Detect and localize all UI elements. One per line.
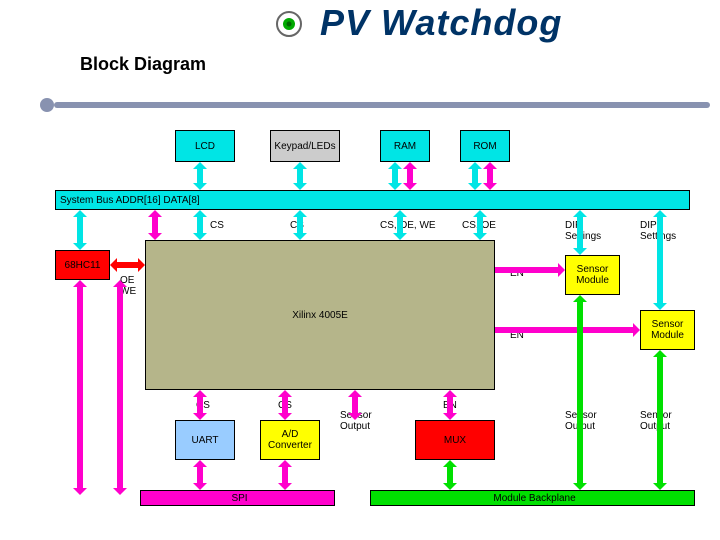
hr-bullet xyxy=(40,98,54,112)
arrow-15 xyxy=(495,263,565,277)
label-cs1: CS xyxy=(210,220,224,231)
arrow-17 xyxy=(73,280,87,495)
block-lcd: LCD xyxy=(175,130,235,162)
arrow-8 xyxy=(193,210,207,240)
arrow-11 xyxy=(473,210,487,240)
block-sensor1: Sensor Module xyxy=(565,255,620,295)
bar-spi: SPI xyxy=(140,490,335,506)
arrow-27 xyxy=(653,350,667,490)
arrow-0 xyxy=(193,162,207,190)
arrow-24 xyxy=(278,460,292,490)
arrow-3 xyxy=(403,162,417,190)
block-uart: UART xyxy=(175,420,235,460)
arrow-4 xyxy=(468,162,482,190)
arrow-23 xyxy=(193,460,207,490)
arrow-14 xyxy=(110,258,145,272)
block-sensor2: Sensor Module xyxy=(640,310,695,350)
arrow-25 xyxy=(443,460,457,490)
arrow-2 xyxy=(388,162,402,190)
arrow-9 xyxy=(293,210,307,240)
block-ram: RAM xyxy=(380,130,430,162)
arrow-16 xyxy=(495,323,640,337)
block-mux: MUX xyxy=(415,420,495,460)
block-keypad: Keypad/LEDs xyxy=(270,130,340,162)
arrow-18 xyxy=(113,280,127,495)
arrow-7 xyxy=(148,210,162,240)
block-fpga: Xilinx 4005E xyxy=(145,240,495,390)
block-adc: A/D Converter xyxy=(260,420,320,460)
label-cs3: CS, OE, WE xyxy=(380,220,436,231)
block-rom: ROM xyxy=(460,130,510,162)
arrow-21 xyxy=(348,390,362,420)
arrow-12 xyxy=(573,210,587,255)
arrow-13 xyxy=(653,210,667,310)
arrow-10 xyxy=(393,210,407,240)
bar-sysbus: System Bus ADDR[16] DATA[8] xyxy=(55,190,690,210)
arrow-6 xyxy=(73,210,87,250)
arrow-5 xyxy=(483,162,497,190)
arrow-1 xyxy=(293,162,307,190)
bar-backplane: Module Backplane xyxy=(370,490,695,506)
block-mcu: 68HC11 xyxy=(55,250,110,280)
diagram-stage: System Bus ADDR[16] DATA[8] SPI Module Bac… xyxy=(0,120,720,540)
page-title: PV Watchdog xyxy=(320,2,562,44)
arrow-20 xyxy=(278,390,292,420)
arrow-19 xyxy=(193,390,207,420)
arrow-22 xyxy=(443,390,457,420)
hr-line xyxy=(54,102,710,108)
arrow-26 xyxy=(573,295,587,490)
logo-icon xyxy=(275,10,303,38)
page-subtitle: Block Diagram xyxy=(80,54,206,75)
